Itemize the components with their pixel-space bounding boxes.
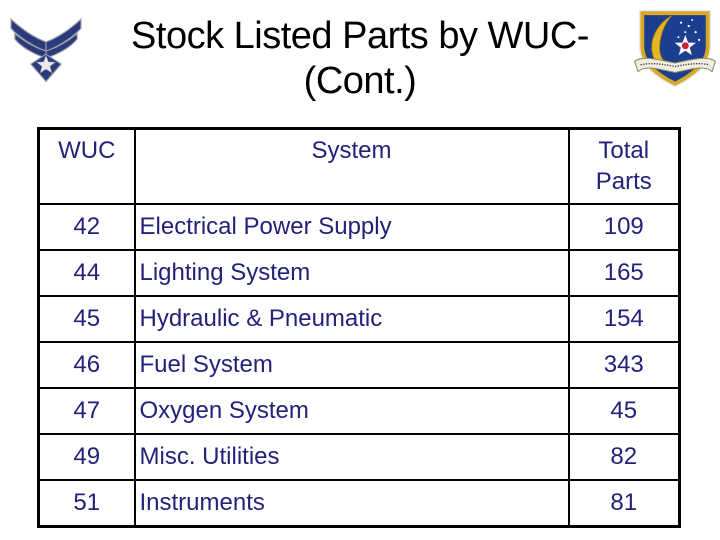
system-cell: Lighting System bbox=[133, 249, 570, 297]
usaf-wings-logo bbox=[8, 10, 84, 90]
table-row: 51 Instruments 81 bbox=[37, 479, 681, 528]
system-cell: Fuel System bbox=[133, 341, 570, 389]
wuc-cell: 44 bbox=[37, 249, 136, 297]
table-row: 46 Fuel System 343 bbox=[37, 341, 681, 389]
total-parts-cell: 82 bbox=[567, 433, 681, 481]
total-parts-cell: 165 bbox=[567, 249, 681, 297]
slide-title: Stock Listed Parts by WUC- (Cont.) bbox=[90, 14, 630, 104]
table-row: 49 Misc. Utilities 82 bbox=[37, 433, 681, 481]
slide-title-line2: (Cont.) bbox=[303, 59, 417, 102]
col-header-system: System bbox=[133, 127, 570, 205]
wuc-cell: 45 bbox=[37, 295, 136, 343]
system-cell: Instruments bbox=[133, 479, 570, 528]
total-parts-cell: 45 bbox=[567, 387, 681, 435]
system-cell: Electrical Power Supply bbox=[133, 203, 570, 251]
slide-title-line1: Stock Listed Parts by WUC- bbox=[131, 15, 589, 57]
table-header-row: WUC System Total Parts bbox=[37, 127, 681, 205]
wuc-cell: 51 bbox=[37, 479, 136, 528]
table-row: 45 Hydraulic & Pneumatic 154 bbox=[37, 295, 681, 343]
table-row: 47 Oxygen System 45 bbox=[37, 387, 681, 435]
system-cell: Hydraulic & Pneumatic bbox=[133, 295, 570, 343]
table-row: 44 Lighting System 165 bbox=[37, 249, 681, 297]
stock-listed-parts-table: WUC System Total Parts 42 Electrical Pow… bbox=[37, 127, 681, 528]
total-parts-cell: 343 bbox=[567, 341, 681, 389]
table-row: 42 Electrical Power Supply 109 bbox=[37, 203, 681, 251]
total-parts-cell: 109 bbox=[567, 203, 681, 251]
col-header-wuc: WUC bbox=[37, 127, 136, 205]
col-header-total-parts: Total Parts bbox=[567, 127, 681, 205]
shield-emblem-icon bbox=[633, 9, 717, 88]
system-cell: Misc. Utilities bbox=[133, 433, 570, 481]
sustainment-group-shield-emblem bbox=[632, 8, 718, 94]
wuc-cell: 47 bbox=[37, 387, 136, 435]
usaf-wings-icon bbox=[10, 17, 82, 83]
wuc-cell: 49 bbox=[37, 433, 136, 481]
wuc-cell: 46 bbox=[37, 341, 136, 389]
total-parts-cell: 81 bbox=[567, 479, 681, 528]
total-parts-cell: 154 bbox=[567, 295, 681, 343]
wuc-cell: 42 bbox=[37, 203, 136, 251]
system-cell: Oxygen System bbox=[133, 387, 570, 435]
